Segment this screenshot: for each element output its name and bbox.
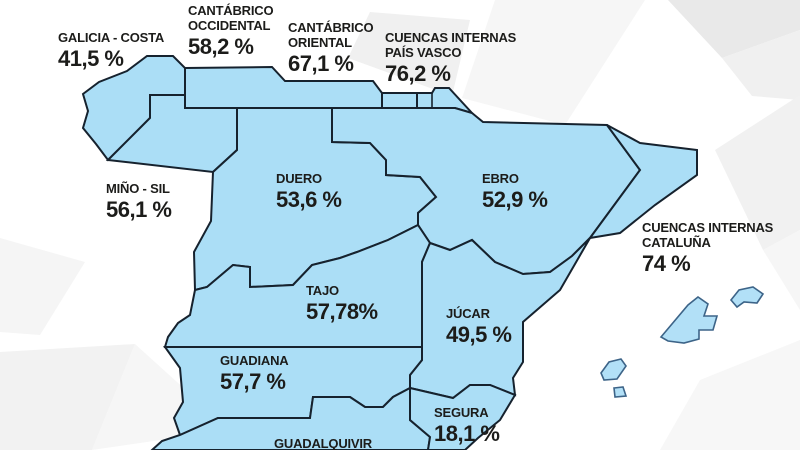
region-name: DUERO [276,171,322,186]
region-value: 53,6 % [276,187,342,212]
region-name: EBRO [482,171,519,186]
region-value: 49,5 % [446,322,512,347]
background-facet [462,0,645,125]
region-name: GUADIANA [220,353,289,368]
region-value: 58,2 % [188,34,254,59]
region-label-cantabrico-oriental: CANTÁBRICO ORIENTAL 67,1 % [288,20,374,76]
region-value: 67,1 % [288,51,354,76]
region-label-cuencas-internas-pais-vasco: CUENCAS INTERNAS PAÍS VASCO 76,2 % [385,30,516,86]
background-facet [722,30,800,100]
region-shape-cantabrico-oriental [381,92,418,109]
island-shape-menorca [729,286,765,309]
region-label-cuencas-internas-cataluna: CUENCAS INTERNAS CATALUÑA 74 % [642,220,773,276]
region-label-galicia-costa: GALICIA - COSTA 41,5 % [58,30,164,71]
region-shape-tajo [163,223,432,348]
region-value: 41,5 % [58,46,124,71]
background-facet [0,344,135,450]
region-shape-segura [409,384,517,450]
region-name: CUENCAS INTERNAS PAÍS VASCO [385,30,517,60]
region-value: 76,2 % [385,61,451,86]
region-label-cantabrico-occidental: CANTÁBRICO OCCIDENTAL 58,2 % [188,3,274,59]
region-label-ebro: EBRO 52,9 % [482,171,548,212]
region-value: 56,1 % [106,197,172,222]
region-name: CANTÁBRICO OCCIDENTAL [188,3,274,33]
background-facet [348,12,470,96]
basin-shapes [81,55,698,450]
region-value: 74 % [642,251,691,276]
region-label-guadiana: GUADIANA 57,7 % [220,353,289,394]
background-facet [763,230,800,310]
region-name: SEGURA [434,405,489,420]
region-label-jucar: JÚCAR 49,5 % [446,306,512,347]
region-name: GUADALQUIVIR [274,436,372,450]
background-facet [715,95,800,250]
region-label-segura: SEGURA 18,1 % [434,405,500,446]
region-name: JÚCAR [446,306,490,321]
region-shape-guadalquivir [150,386,432,450]
region-name: MIÑO - SIL [106,181,170,196]
region-label-duero: DUERO 53,6 % [276,171,342,212]
region-name: CUENCAS INTERNAS CATALUÑA [642,220,774,250]
region-name: GALICIA - COSTA [58,30,165,45]
background-facet [660,340,800,450]
region-value: 52,9 % [482,187,548,212]
island-shape-formentera [613,386,628,398]
region-label-tajo: TAJO 57,78% [306,283,378,324]
island-shapes [600,286,765,398]
region-value: 18,1 % [434,421,500,446]
background-facet [0,238,85,335]
island-shape-ibiza [600,358,627,381]
region-value: 57,78% [306,299,378,324]
background-facet [668,0,800,58]
region-name: TAJO [306,283,339,298]
island-shape-mallorca [659,296,719,344]
region-label-guadalquivir: GUADALQUIVIR [274,436,372,450]
region-label-mino-sil: MIÑO - SIL 56,1 % [106,181,172,222]
region-shape-cuencas-internas-cataluna [587,124,698,240]
region-name: CANTÁBRICO ORIENTAL [288,20,374,50]
region-value: 57,7 % [220,369,286,394]
